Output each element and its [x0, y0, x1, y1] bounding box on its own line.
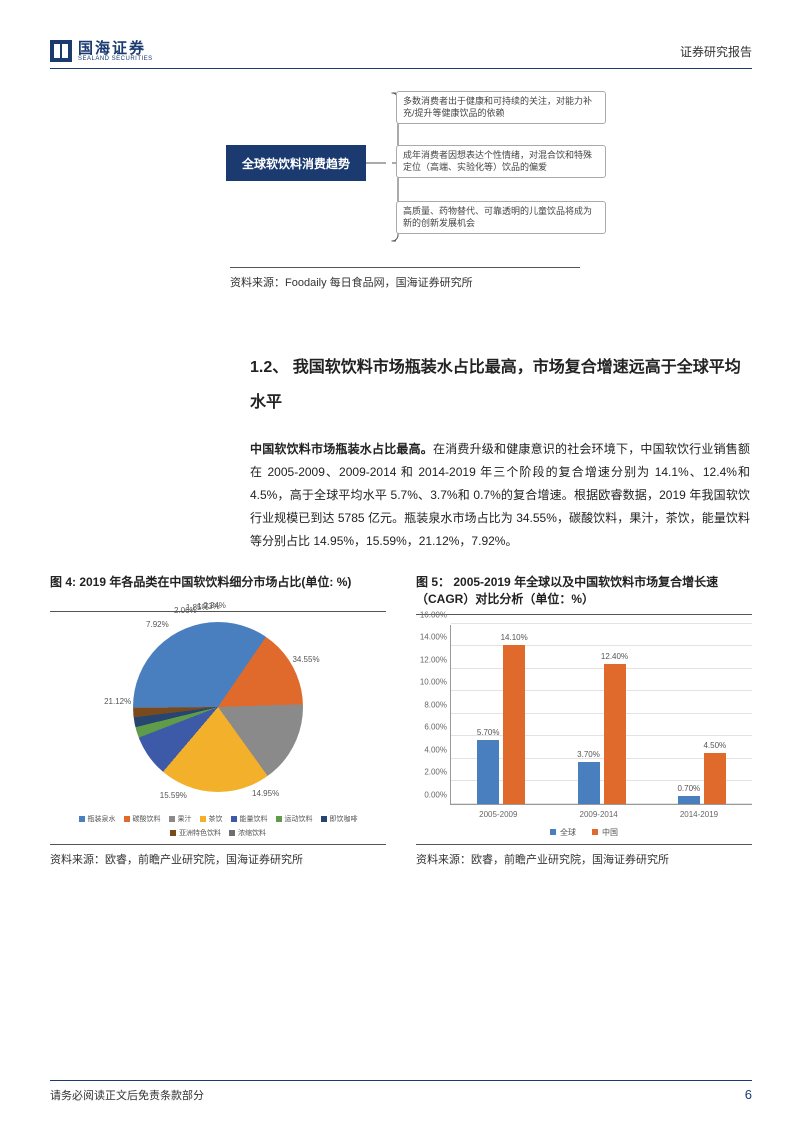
- legend-label: 果汁: [178, 814, 192, 824]
- pie-legend-item: 运动饮料: [276, 814, 313, 824]
- legend-label: 运动饮料: [285, 814, 313, 824]
- brand-name-en: SEALAND SECURITIES: [78, 56, 153, 62]
- bar-y-label: 8.00%: [417, 700, 447, 709]
- bar-chart: 0.00%2.00%4.00%6.00%8.00%10.00%12.00%14.…: [450, 625, 752, 805]
- pie-legend-item: 亚洲特色饮料: [170, 828, 221, 838]
- pie-slice-value: 21.12%: [104, 697, 131, 706]
- legend-swatch: [550, 829, 556, 835]
- pie-slice-value: 15.59%: [160, 791, 187, 800]
- pie-chart: [133, 622, 303, 792]
- pie-slice-value: 7.92%: [146, 620, 169, 629]
- legend-label: 亚洲特色饮料: [179, 828, 221, 838]
- legend-swatch: [124, 816, 130, 822]
- pie-legend-item: 瓶装泉水: [79, 814, 116, 824]
- legend-swatch: [79, 816, 85, 822]
- bar-y-label: 0.00%: [417, 790, 447, 799]
- legend-swatch: [169, 816, 175, 822]
- footer-page-number: 6: [745, 1087, 752, 1103]
- pie-legend-item: 浓缩饮料: [229, 828, 266, 838]
- bar-legend: 全球 中国: [416, 827, 752, 838]
- legend-label: 碳酸饮料: [133, 814, 161, 824]
- page-footer: 请务必阅读正文后免责条款部分 6: [50, 1080, 752, 1103]
- trend-source: 资料来源：Foodaily 每日食品网，国海证券研究所: [230, 267, 580, 290]
- legend-swatch: [231, 816, 237, 822]
- legend-label: 茶饮: [209, 814, 223, 824]
- bar-y-label: 14.00%: [417, 633, 447, 642]
- trend-diagram: 全球软饮料消费趋势 多数消费者出于健康和可持续的关注，对能力补充/提升等健康饮品…: [186, 83, 616, 253]
- bar-y-label: 2.00%: [417, 768, 447, 777]
- bar-x-label: 2009-2014: [580, 810, 618, 819]
- bar-value-label: 5.70%: [477, 728, 500, 737]
- bar: 12.40%: [604, 664, 626, 804]
- pie-legend-item: 能量饮料: [231, 814, 268, 824]
- bar: 14.10%: [503, 645, 525, 804]
- trend-item-2: 成年消费者因想表达个性情绪，对混合饮和特殊定位（高端、实验化等）饮品的偏爱: [396, 145, 606, 178]
- bar-x-label: 2014-2019: [680, 810, 718, 819]
- brand-logo: 国海证券 SEALAND SECURITIES: [50, 40, 153, 62]
- footer-disclaimer: 请务必阅读正文后免责条款部分: [50, 1087, 204, 1103]
- pie-legend-item: 果汁: [169, 814, 192, 824]
- bar-legend-item: 中国: [592, 827, 618, 838]
- bar: 4.50%: [704, 753, 726, 804]
- bar-gridline: [451, 623, 752, 624]
- trend-main-label: 全球软饮料消费趋势: [226, 145, 366, 181]
- trend-item-3: 高质量、药物替代、可靠透明的儿童饮品将成为新的创新发展机会: [396, 201, 606, 234]
- bar-y-label: 4.00%: [417, 745, 447, 754]
- bar-value-label: 4.50%: [703, 741, 726, 750]
- legend-label: 浓缩饮料: [238, 828, 266, 838]
- bar-y-label: 10.00%: [417, 678, 447, 687]
- legend-swatch: [276, 816, 282, 822]
- bar-value-label: 12.40%: [601, 652, 628, 661]
- legend-label: 即饮咖啡: [330, 814, 358, 824]
- bar-legend-item: 全球: [550, 827, 576, 838]
- pie-slice-value: 0.24%: [203, 601, 226, 610]
- legend-label: 瓶装泉水: [88, 814, 116, 824]
- bar-chart-canvas: 0.00% 2.00% 4.00% 6.00% 8.00% 10.00% 12.00% 14.…: [416, 625, 752, 838]
- bar-value-label: 3.70%: [577, 750, 600, 759]
- bar: 5.70%: [477, 740, 499, 804]
- bar-chart-column: 图 5： 2005-2019 年全球以及中国软饮料市场复合增长速（CAGR）对比…: [416, 574, 752, 867]
- legend-swatch: [200, 816, 206, 822]
- bar-x-label: 2005-2009: [479, 810, 517, 819]
- bar-group: 3.70%12.40%: [578, 664, 626, 804]
- pie-slice-value: 34.55%: [292, 655, 319, 664]
- bar-y-label: 12.00%: [417, 655, 447, 664]
- brand-name-cn: 国海证券: [78, 41, 153, 56]
- legend-label: 中国: [602, 827, 618, 838]
- bar-y-label: 6.00%: [417, 723, 447, 732]
- bar-group: 0.70% 4.50%: [678, 753, 726, 804]
- legend-swatch: [321, 816, 327, 822]
- pie-slice-value: 14.95%: [252, 789, 279, 798]
- header-doc-type: 证券研究报告: [680, 43, 752, 60]
- brand-logo-icon: [50, 40, 72, 62]
- pie-legend-item: 茶饮: [200, 814, 223, 824]
- bar-chart-title: 图 5： 2005-2019 年全球以及中国软饮料市场复合增长速（CAGR）对比…: [416, 574, 752, 615]
- body-text: 在消费升级和健康意识的社会环境下，中国软饮行业销售额在 2005-2009、20…: [250, 442, 750, 547]
- bar-value-label: 14.10%: [501, 633, 528, 642]
- bar-group: 5.70%14.10%: [477, 645, 525, 804]
- bar: 0.70%: [678, 796, 700, 804]
- bar-value-label: 0.70%: [677, 784, 700, 793]
- legend-swatch: [170, 830, 176, 836]
- pie-legend: 瓶装泉水 碳酸饮料 果汁 茶饮 能量饮料 运动饮料 即饮咖啡亚洲特色饮料 浓缩饮料: [50, 814, 386, 838]
- section-heading: 1.2、 我国软饮料市场瓶装水占比最高，市场复合增速远高于全球平均水平: [250, 350, 750, 420]
- bar: 3.70%: [578, 762, 600, 804]
- pie-chart-canvas: 34.55%14.95%15.59%21.12%7.92%2.06%1.85%1…: [50, 622, 386, 804]
- pie-chart-source: 资料来源：欧睿，前瞻产业研究院，国海证券研究所: [50, 844, 386, 867]
- body-paragraph: 中国软饮料市场瓶装水占比最高。在消费升级和健康意识的社会环境下，中国软饮行业销售…: [250, 438, 750, 552]
- bar-chart-source: 资料来源：欧睿，前瞻产业研究院，国海证券研究所: [416, 844, 752, 867]
- trend-item-1: 多数消费者出于健康和可持续的关注，对能力补充/提升等健康饮品的依赖: [396, 91, 606, 124]
- legend-label: 全球: [560, 827, 576, 838]
- legend-swatch: [229, 830, 235, 836]
- body-lead-bold: 中国软饮料市场瓶装水占比最高。: [250, 442, 433, 456]
- pie-chart-column: 图 4: 2019 年各品类在中国软饮料细分市场占比(单位: %) 34.55%…: [50, 574, 386, 867]
- bar-y-label: 16.00%: [417, 610, 447, 619]
- pie-legend-item: 即饮咖啡: [321, 814, 358, 824]
- legend-label: 能量饮料: [240, 814, 268, 824]
- page-header: 国海证券 SEALAND SECURITIES 证券研究报告: [50, 40, 752, 69]
- charts-row: 图 4: 2019 年各品类在中国软饮料细分市场占比(单位: %) 34.55%…: [50, 574, 752, 867]
- pie-legend-item: 碳酸饮料: [124, 814, 161, 824]
- legend-swatch: [592, 829, 598, 835]
